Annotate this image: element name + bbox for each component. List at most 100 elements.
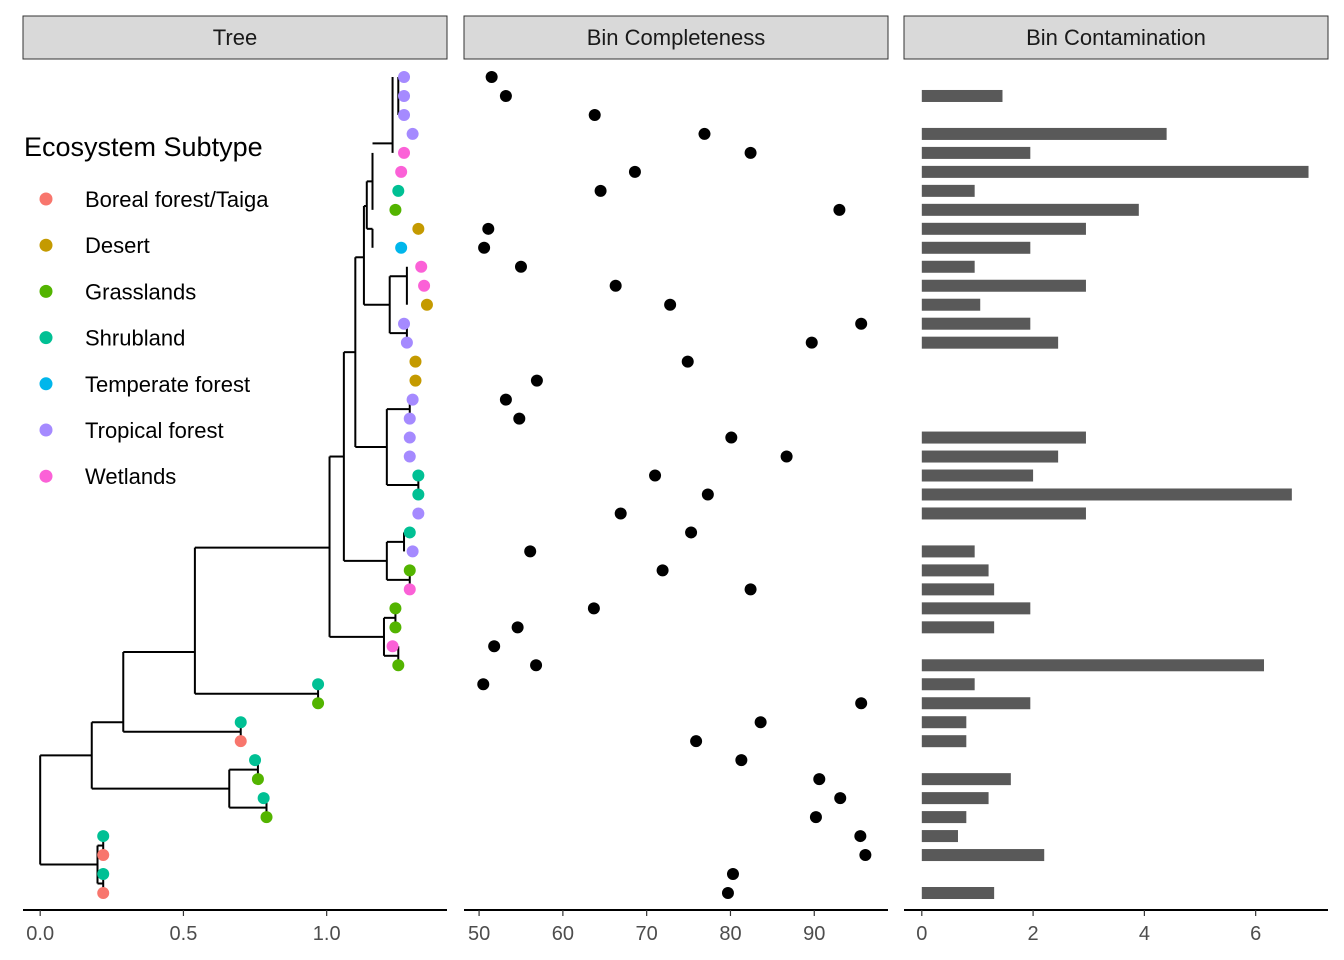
completeness-point	[855, 317, 868, 330]
tree-tip-point	[403, 450, 416, 463]
completeness-point	[681, 355, 694, 368]
contamination-bar	[921, 507, 1086, 520]
contamination-bar	[921, 887, 995, 899]
tree-tip-point	[398, 71, 411, 83]
tree-tip-point	[312, 678, 325, 691]
completeness-point	[698, 127, 711, 140]
tree-tip-point	[412, 488, 425, 501]
contamination-bar	[921, 260, 975, 273]
tree-tip-point	[412, 469, 425, 482]
tree-tip-point	[398, 89, 411, 102]
tree-tip-point	[389, 621, 402, 634]
strip-completeness-label: Bin Completeness	[587, 25, 766, 50]
tree-tip-point	[406, 393, 419, 406]
completeness-point	[477, 678, 490, 691]
tree-panel: 0.0 0.5 1.0	[23, 71, 447, 945]
completeness-point	[514, 260, 527, 273]
legend-key	[39, 331, 53, 345]
strip-tree-label: Tree	[213, 25, 257, 50]
tree-tick-label: 1.0	[313, 923, 341, 945]
contamination-bar	[921, 811, 967, 824]
completeness-point	[588, 108, 601, 121]
contamination-bar	[921, 89, 1003, 102]
legend-label: Tropical forest	[85, 418, 224, 443]
contamination-tick-label: 2	[1028, 923, 1039, 945]
contamination-bar	[921, 583, 995, 596]
strip-contamination: Bin Contamination	[903, 15, 1329, 60]
completeness-tick-label: 90	[803, 923, 825, 945]
completeness-point	[725, 431, 738, 444]
contamination-bar	[921, 697, 1031, 710]
contamination-bar	[921, 659, 1265, 672]
completeness-tick-label: 60	[552, 923, 574, 945]
contamination-bar	[921, 488, 1292, 501]
completeness-point	[854, 830, 867, 843]
completeness-point	[614, 507, 627, 520]
tree-tip-point	[97, 868, 110, 881]
legend-label: Shrubland	[85, 326, 185, 351]
completeness-point	[513, 412, 526, 425]
completeness-point	[499, 393, 512, 406]
tree-tip-point	[403, 564, 416, 577]
tree-tip-point	[249, 754, 262, 767]
tree-tip-point	[398, 146, 411, 159]
contamination-bar	[921, 602, 1031, 615]
tree-tip-point	[403, 412, 416, 425]
legend-key	[39, 192, 53, 206]
completeness-point	[524, 545, 537, 558]
legend-label: Boreal forest/Taiga	[85, 187, 269, 212]
completeness-point	[685, 526, 698, 539]
completeness-point	[482, 222, 495, 235]
tree-tip-point	[412, 222, 425, 235]
contamination-bar	[921, 716, 967, 729]
legend-label: Grasslands	[85, 279, 196, 304]
contamination-bar	[921, 317, 1031, 330]
legend-key	[39, 284, 53, 298]
completeness-point	[530, 374, 543, 387]
tree-tick-label: 0.0	[26, 923, 54, 945]
legend-key	[39, 238, 53, 252]
contamination-bar	[921, 773, 1011, 786]
completeness-point	[690, 735, 703, 748]
completeness-point	[701, 488, 714, 501]
contamination-bar	[921, 336, 1059, 349]
completeness-point	[511, 621, 524, 634]
contamination-tick-label: 4	[1139, 923, 1150, 945]
completeness-point	[485, 71, 498, 83]
contamination-bar	[921, 830, 958, 843]
legend-label: Desert	[85, 233, 150, 258]
tree-tip-point	[406, 545, 419, 558]
tree-tick-label: 0.5	[170, 923, 198, 945]
completeness-point	[478, 241, 491, 254]
tree-tip-point	[97, 849, 110, 862]
tree-tip-point	[406, 127, 419, 140]
tree-tip-point	[403, 431, 416, 444]
tree-tip-point	[392, 184, 405, 197]
contamination-bar	[921, 469, 1034, 482]
contamination-bar	[921, 165, 1309, 178]
completeness-point	[656, 564, 669, 577]
tree-tip-point	[386, 640, 399, 653]
completeness-point	[813, 773, 826, 786]
contamination-bar	[921, 621, 995, 634]
completeness-point	[780, 450, 793, 463]
completeness-point	[834, 792, 847, 805]
completeness-point	[805, 336, 818, 349]
tree-tip-point	[415, 260, 428, 273]
legend-key	[39, 469, 53, 483]
contamination-bar	[921, 222, 1086, 235]
tree-tip-point	[260, 811, 273, 824]
completeness-point	[594, 184, 607, 197]
contamination-bar	[921, 298, 981, 311]
contamination-bar	[921, 431, 1086, 444]
tree-tip-point	[395, 165, 408, 178]
completeness-tick-label: 80	[719, 923, 741, 945]
contamination-bar	[921, 735, 967, 748]
contamination-bar	[921, 849, 1045, 862]
contamination-bar	[921, 203, 1139, 216]
contamination-bar	[921, 184, 975, 197]
legend-title: Ecosystem Subtype	[24, 132, 263, 162]
tree-tip-point	[398, 108, 411, 121]
completeness-point	[735, 754, 748, 767]
tree-tip-point	[403, 583, 416, 596]
